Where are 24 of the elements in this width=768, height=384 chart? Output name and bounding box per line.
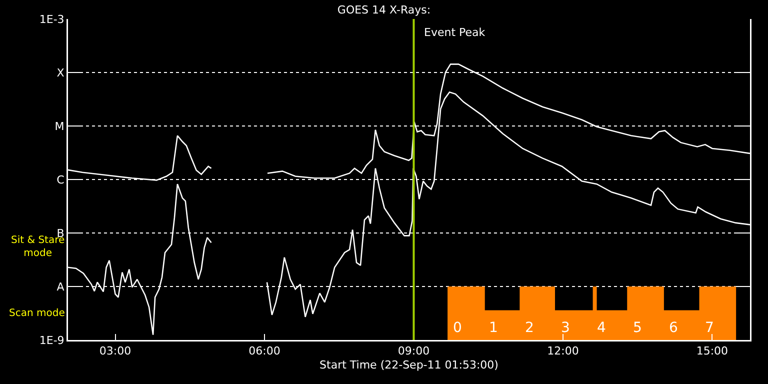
y-tick-label: A [56, 280, 65, 294]
x-axis-title: Start Time (22-Sep-11 01:53:00) [320, 358, 498, 372]
x-tick-label: 15:00 [696, 344, 728, 358]
annotation: 3 [561, 320, 570, 336]
x-tick-label: 09:00 [398, 344, 430, 358]
text: Sit & Stare mode [11, 235, 65, 259]
annotation: 2 [525, 320, 534, 336]
annotation: 5 [633, 320, 642, 336]
y-tick-label: M [54, 120, 64, 133]
annotation: 6 [669, 320, 678, 336]
x-tick-label: 06:00 [248, 344, 280, 358]
annotation: 1 [489, 320, 498, 336]
ref-line-label: Event Peak [424, 26, 486, 39]
annotation: 4 [597, 320, 606, 336]
y-tick-label: C [56, 173, 65, 186]
y-tick-label: X [56, 66, 65, 80]
y-tick-label: 1E-3 [39, 12, 64, 26]
annotation: 7 [705, 320, 714, 336]
y-tick-label: 1E-9 [39, 334, 64, 347]
chart-title: GOES 14 X-Rays: [337, 3, 431, 16]
annotation: 0 [453, 320, 462, 336]
x-tick-label: 12:00 [547, 344, 579, 358]
text: Scan mode [9, 308, 65, 319]
x-tick-label: 03:00 [99, 344, 132, 358]
